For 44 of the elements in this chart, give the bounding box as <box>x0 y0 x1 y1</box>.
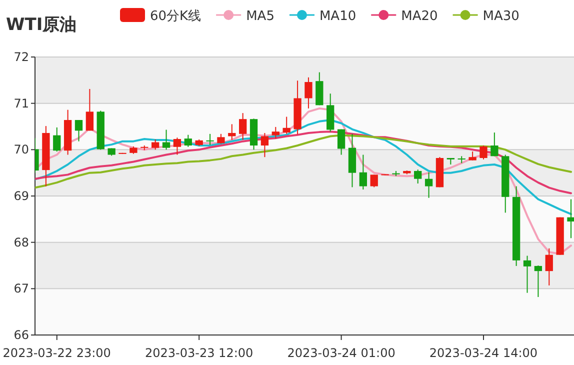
candlestick <box>184 134 192 148</box>
candlestick <box>239 112 247 140</box>
candlestick <box>272 126 280 140</box>
y-tick-label: 72 <box>14 50 29 64</box>
legend-label: MA5 <box>246 9 274 24</box>
candlestick <box>567 198 574 239</box>
legend-label: 60分K线 <box>150 9 202 24</box>
candlestick <box>545 248 553 286</box>
x-tick-label: 2023-03-24 14:00 <box>429 346 538 360</box>
candlestick <box>370 174 378 188</box>
y-tick-label: 69 <box>14 189 29 203</box>
candlestick <box>162 129 170 150</box>
candlestick <box>86 88 94 132</box>
y-tick-label: 68 <box>14 235 29 250</box>
line-series <box>35 119 572 216</box>
y-tick-label: 71 <box>14 96 29 110</box>
legend-label: MA10 <box>319 9 356 24</box>
candlestick <box>534 265 542 298</box>
candlestick <box>206 133 214 146</box>
candlestick <box>282 116 290 134</box>
candlestick <box>260 132 269 158</box>
candlestick <box>152 138 160 150</box>
y-tick-label: 66 <box>14 328 29 342</box>
y-tick-label: 70 <box>14 142 29 157</box>
candlestick <box>359 154 367 190</box>
candlestick <box>74 120 83 142</box>
candlestick <box>217 133 225 144</box>
candlestick <box>480 144 488 160</box>
x-tick-label: 2023-03-22 23:00 <box>2 346 111 360</box>
candlestick <box>424 172 433 198</box>
candlestick <box>304 76 312 109</box>
y-tick-label: 67 <box>14 282 29 296</box>
candlestick <box>414 169 422 184</box>
legend-label: MA20 <box>401 9 438 24</box>
candlestick <box>173 137 182 156</box>
candlestick <box>523 255 532 294</box>
x-tick-label: 2023-03-23 12:00 <box>145 346 254 360</box>
chart-title: WTI原油 <box>6 15 77 35</box>
candlestick <box>337 128 346 156</box>
candlestick <box>53 126 61 152</box>
x-tick-label: 2023-03-24 01:00 <box>287 346 396 360</box>
candlestick <box>490 132 498 157</box>
candlestick <box>228 124 236 140</box>
legend-label: MA30 <box>482 9 520 24</box>
